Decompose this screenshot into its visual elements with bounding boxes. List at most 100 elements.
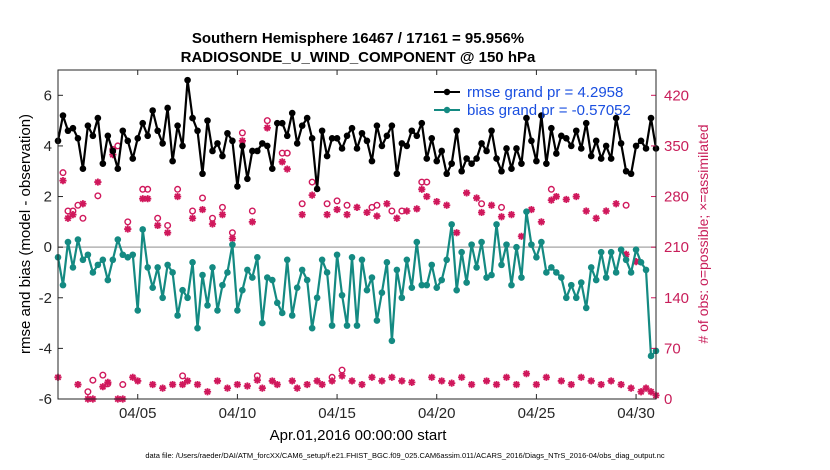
bias-point: [553, 269, 560, 276]
assimilated-obs-marker: [393, 214, 401, 222]
rmse-point: [338, 145, 346, 152]
possible-obs-marker: [248, 207, 256, 215]
bias-point: [234, 307, 241, 314]
rmse-point: [433, 157, 441, 165]
assimilated-obs-marker: [223, 384, 232, 392]
assimilated-obs-marker: [418, 185, 426, 193]
bias-point: [423, 281, 431, 289]
bias-point: [159, 294, 166, 302]
bias-point: [303, 276, 311, 284]
assimilated-obs-marker: [423, 192, 431, 201]
possible-obs-marker: [238, 129, 246, 137]
assimilated-obs-marker: [632, 258, 640, 266]
rmse-point: [627, 170, 635, 178]
bias-point: [353, 322, 361, 329]
rmse-point: [373, 122, 381, 129]
possible-obs-marker: [323, 200, 331, 208]
rmse-point: [458, 167, 465, 175]
bias-point: [443, 256, 451, 264]
rmse-point: [463, 155, 470, 162]
rmse-point: [563, 135, 570, 142]
assimilated-obs-marker: [468, 380, 476, 389]
rmse-point: [254, 147, 261, 155]
bias-point: [343, 322, 351, 329]
x-axis-label: Apr.01,2016 00:00:00 start: [270, 427, 448, 444]
y2-tick-label: 350: [664, 138, 689, 155]
bias-point: [308, 324, 316, 332]
bias-point: [358, 256, 366, 264]
assimilated-obs-marker: [443, 201, 451, 209]
assimilated-obs-marker: [487, 201, 496, 209]
bias-point: [523, 208, 530, 216]
possible-obs-marker: [199, 194, 207, 202]
bias-point: [283, 256, 291, 264]
rmse-point: [528, 137, 535, 145]
rmse-point: [288, 109, 296, 117]
assimilated-obs-marker: [353, 203, 361, 211]
bias-point: [563, 294, 570, 302]
rmse-point: [453, 127, 460, 135]
rmse-point: [393, 170, 401, 178]
assimilated-obs-marker: [572, 192, 580, 201]
assimilated-obs-marker: [463, 189, 471, 197]
rmse-point: [513, 145, 520, 152]
possible-obs-marker: [343, 201, 351, 209]
possible-obs-marker: [373, 201, 381, 209]
rmse-point: [388, 122, 396, 129]
rmse-point: [348, 124, 356, 132]
bias-point: [383, 259, 391, 266]
rmse-point: [448, 160, 455, 167]
legend-rmse-marker: [443, 88, 451, 96]
assimilated-obs-marker: [193, 380, 202, 389]
rmse-point: [413, 132, 421, 140]
rmse-point: [159, 140, 166, 147]
rmse-point: [59, 112, 67, 119]
bias-point: [154, 264, 161, 271]
legend: rmse grand pr = 4.2958 bias grand pr = -…: [434, 84, 631, 119]
assimilated-obs-marker: [278, 158, 286, 166]
bias-point: [373, 317, 381, 324]
bias-point: [224, 269, 231, 276]
bias-point: [69, 264, 77, 271]
possible-obs-marker: [478, 200, 486, 208]
possible-obs-marker: [84, 388, 92, 396]
bias-point: [627, 269, 635, 276]
assimilated-obs-marker: [517, 232, 526, 240]
bias-point: [134, 307, 142, 314]
legend-bias-marker: [443, 106, 451, 114]
x-tick-label: 04/05: [119, 405, 157, 422]
bias-point: [59, 281, 67, 289]
assimilated-obs-marker: [482, 377, 491, 385]
series-layer: [54, 76, 660, 403]
assimilated-obs-marker: [253, 376, 261, 384]
rmse-point: [368, 157, 376, 165]
assimilated-obs-marker: [522, 370, 531, 378]
bias-point: [538, 238, 545, 246]
rmse-point: [358, 129, 366, 137]
rmse-point: [483, 147, 490, 155]
rmse-point: [268, 165, 276, 172]
rmse-point: [518, 160, 525, 167]
assimilated-obs-marker: [627, 384, 635, 392]
possible-obs-marker: [94, 192, 102, 200]
bias-point: [587, 264, 595, 271]
bias-point: [428, 261, 436, 269]
bias-point: [244, 266, 251, 274]
rmse-point: [612, 114, 620, 122]
rmse-point: [508, 165, 515, 172]
plot-frame: [57, 69, 657, 400]
bias-point: [642, 266, 650, 274]
rmse-point: [79, 165, 87, 172]
bias-point: [259, 319, 266, 327]
assimilated-obs-marker: [602, 207, 610, 215]
assimilated-obs-marker: [149, 380, 157, 389]
rmse-point: [443, 170, 451, 178]
rmse-point: [164, 104, 171, 112]
bias-point: [473, 264, 480, 271]
assimilated-obs-marker: [448, 379, 456, 387]
bias-point: [543, 269, 550, 276]
rmse-point: [104, 132, 112, 140]
assimilated-obs-marker: [79, 200, 87, 208]
assimilated-obs-marker: [612, 200, 620, 208]
assimilated-obs-marker: [502, 373, 511, 381]
